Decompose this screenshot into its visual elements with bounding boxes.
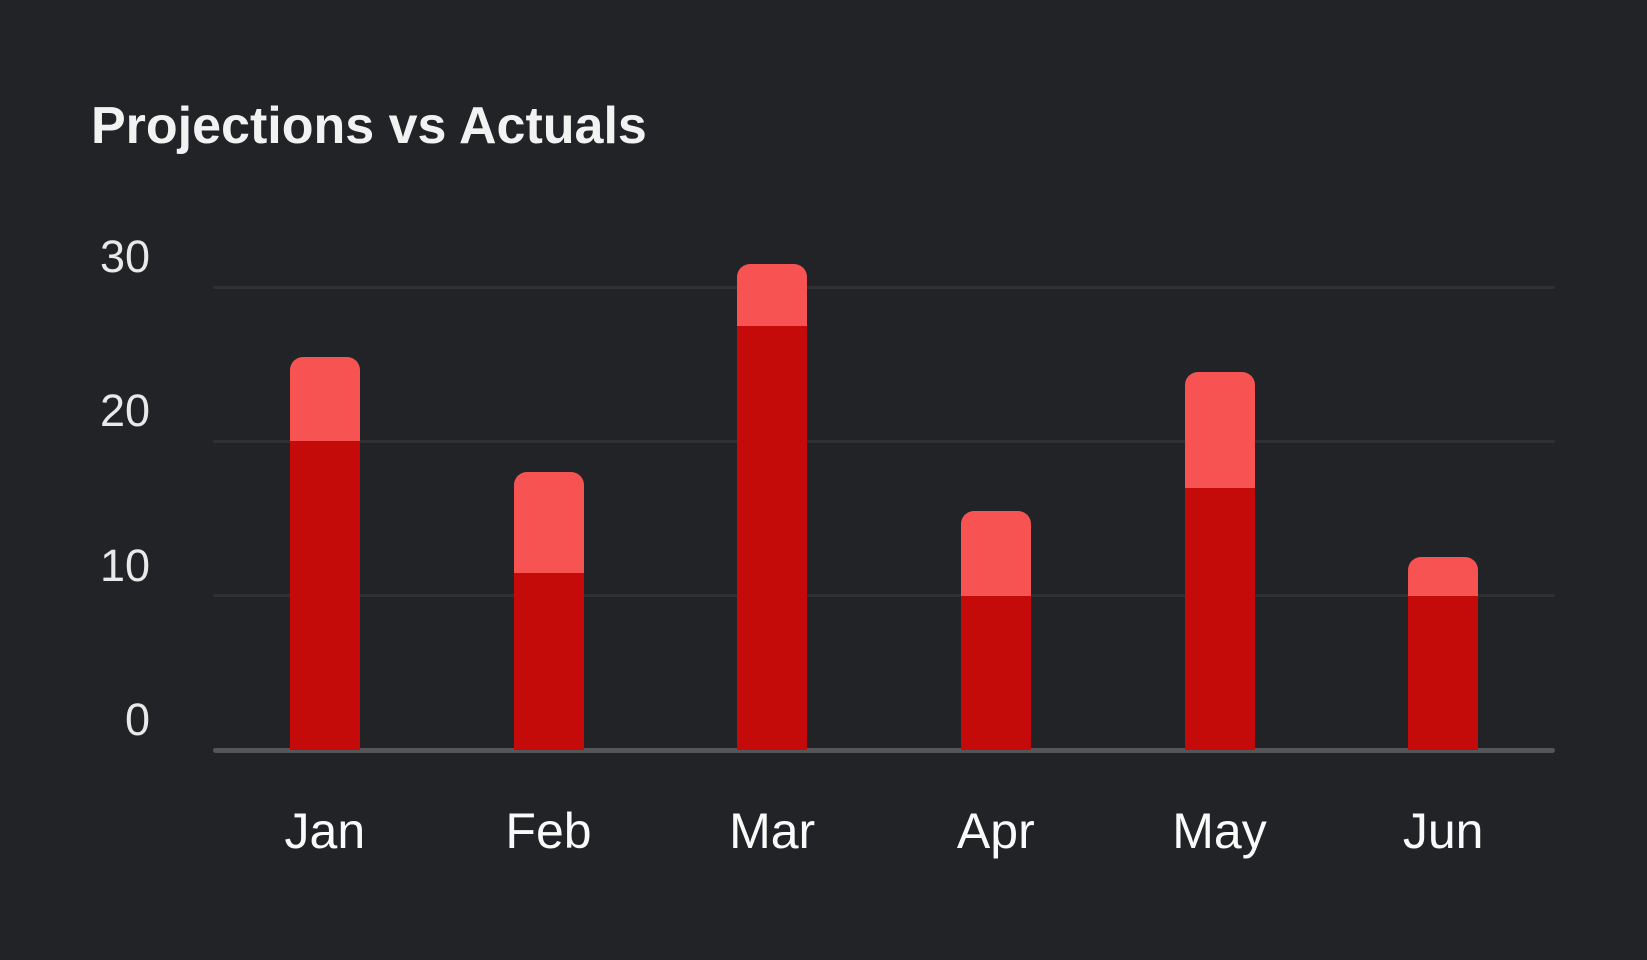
bar-actual-may xyxy=(1184,487,1255,750)
bar-actual-mar xyxy=(737,325,808,750)
x-axis-line xyxy=(213,748,1555,753)
y-tick-label-10: 10 xyxy=(99,539,150,591)
gridline-20 xyxy=(213,439,1555,443)
bar-group-jun[interactable] xyxy=(1408,557,1479,750)
x-label-jan: Jan xyxy=(284,803,366,859)
x-label-mar: Mar xyxy=(729,803,816,859)
y-tick-label-30: 30 xyxy=(99,231,150,283)
y-tick-label-20: 20 xyxy=(99,385,150,437)
gridline-10 xyxy=(213,594,1555,598)
x-label-jun: Jun xyxy=(1402,803,1484,859)
bar-actual-jan xyxy=(289,441,360,750)
y-tick-label-0: 0 xyxy=(124,694,150,745)
chart-title: Projections vs Actuals xyxy=(91,97,647,155)
x-label-feb: Feb xyxy=(505,803,592,859)
bar-group-mar[interactable] xyxy=(737,263,808,750)
x-label-may: May xyxy=(1172,803,1267,859)
gridline-30 xyxy=(213,285,1555,289)
bar-group-apr[interactable] xyxy=(960,510,1031,750)
x-label-apr: Apr xyxy=(956,803,1035,859)
bar-actual-jun xyxy=(1408,595,1479,750)
bar-group-feb[interactable] xyxy=(513,472,584,750)
bar-group-may[interactable] xyxy=(1184,371,1255,750)
bar-group-jan[interactable] xyxy=(289,356,360,750)
bar-actual-feb xyxy=(513,572,584,750)
bar-actual-apr xyxy=(960,595,1031,750)
